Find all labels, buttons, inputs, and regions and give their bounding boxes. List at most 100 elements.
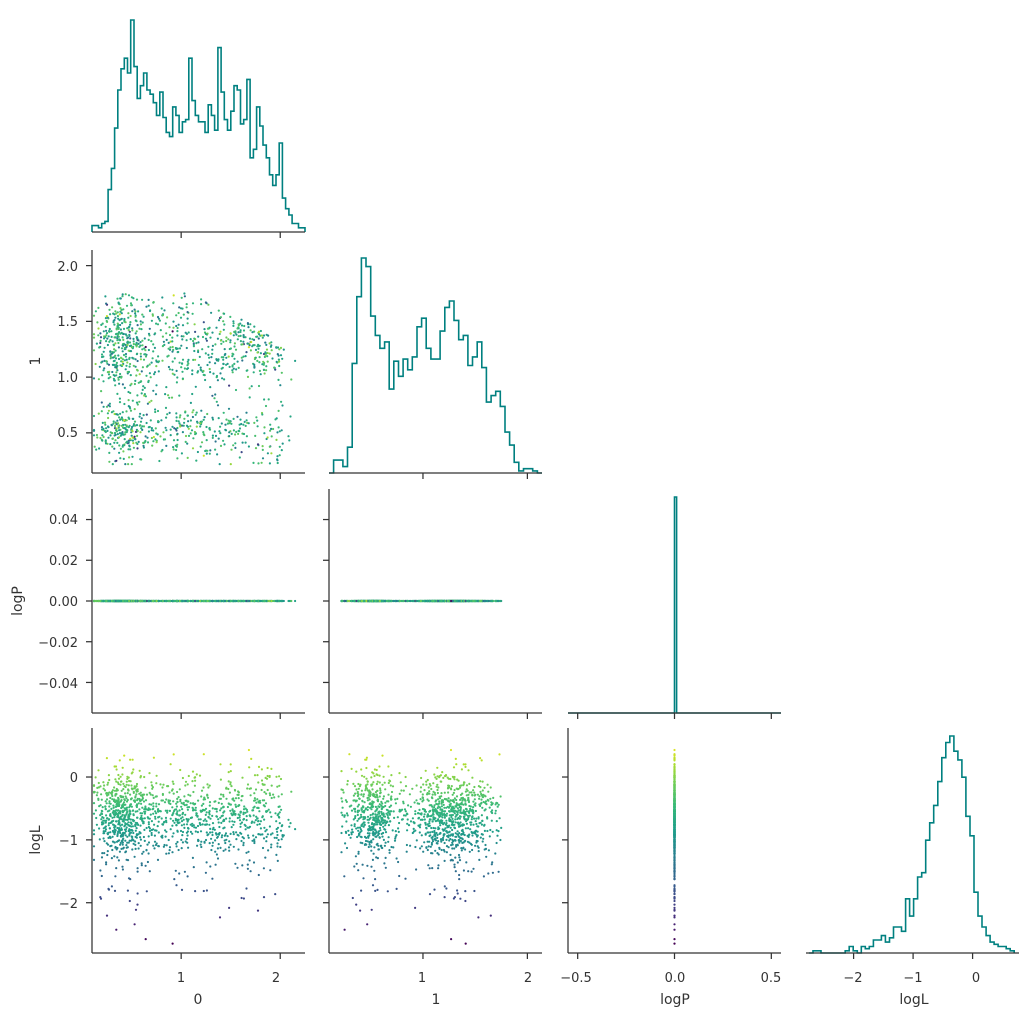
scatter-point	[195, 411, 198, 414]
scatter-point	[263, 426, 266, 429]
scatter-point	[122, 837, 125, 840]
scatter-point	[258, 361, 261, 364]
scatter-point	[120, 433, 123, 436]
scatter-point	[143, 337, 146, 340]
scatter-point	[276, 830, 279, 833]
scatter-point	[140, 458, 143, 461]
scatter-point	[105, 914, 109, 917]
scatter-point	[186, 826, 190, 830]
scatter-point	[214, 393, 217, 396]
scatter-point	[270, 784, 273, 787]
scatter-point	[104, 423, 107, 426]
scatter-point	[220, 356, 223, 359]
scatter-point	[153, 840, 157, 843]
scatter-point	[144, 353, 147, 356]
scatter-point	[256, 599, 259, 603]
scatter-point	[175, 412, 178, 415]
scatter-point	[276, 346, 280, 349]
scatter-point	[127, 349, 130, 352]
scatter-point	[121, 383, 124, 386]
scatter-point	[235, 831, 238, 834]
scatter-point	[270, 843, 273, 846]
scatter-point	[113, 336, 116, 339]
scatter-point	[103, 346, 106, 349]
scatter-point	[242, 817, 246, 821]
scatter-point	[191, 302, 195, 305]
scatter-point	[258, 356, 261, 359]
scatter-point	[144, 349, 147, 352]
scatter-point	[114, 439, 117, 442]
scatter-point	[126, 337, 129, 340]
scatter-point	[168, 368, 171, 371]
scatter-point	[100, 812, 103, 815]
scatter-point	[118, 432, 121, 435]
scatter-point	[262, 599, 265, 603]
scatter-point	[135, 374, 138, 377]
scatter-point	[236, 360, 239, 363]
scatter-point	[276, 431, 279, 434]
scatter-point	[201, 348, 204, 351]
scatter-point	[181, 358, 185, 361]
scatter-point	[145, 374, 148, 377]
scatter-point	[260, 788, 263, 792]
scatter-point	[237, 848, 240, 851]
scatter-point	[160, 450, 163, 453]
scatter-point	[162, 783, 165, 786]
scatter-point	[290, 599, 293, 603]
scatter-point	[223, 323, 226, 326]
scatter-point	[116, 297, 119, 300]
scatter-point	[176, 438, 179, 442]
scatter-point	[276, 785, 279, 788]
scatter-point	[206, 412, 209, 416]
scatter-point	[127, 329, 130, 332]
scatter-point	[113, 348, 116, 351]
scatter-point	[234, 388, 238, 392]
scatter-point	[115, 413, 119, 416]
scatter-point	[264, 354, 267, 357]
scatter-point	[175, 419, 178, 422]
scatter-point	[102, 781, 105, 784]
scatter-point	[207, 786, 210, 789]
scatter-point	[164, 406, 168, 409]
scatter-point	[261, 413, 264, 416]
scatter-point	[228, 384, 231, 387]
scatter-point	[114, 778, 117, 781]
scatter-point	[265, 352, 268, 355]
scatter-point	[176, 829, 179, 832]
scatter-point	[250, 757, 253, 761]
scatter-point	[207, 816, 210, 819]
scatter-point	[226, 835, 229, 838]
scatter-point	[116, 433, 119, 436]
scatter-point	[275, 360, 278, 363]
scatter-point	[134, 438, 137, 441]
scatter-point	[415, 599, 418, 603]
scatter-point	[128, 444, 131, 447]
scatter-point	[134, 843, 137, 847]
scatter-point	[170, 396, 174, 399]
scatter-point	[222, 827, 225, 830]
scatter-point	[213, 397, 216, 400]
scatter-point	[108, 405, 111, 408]
scatter-point	[108, 599, 111, 603]
scatter-point	[127, 370, 131, 373]
scatter-point	[239, 825, 242, 828]
scatter-point	[228, 365, 231, 368]
scatter-point	[112, 819, 115, 823]
scatter-point	[144, 435, 147, 438]
scatter-point	[111, 356, 115, 359]
scatter-point	[150, 340, 153, 343]
scatter-point	[122, 831, 125, 835]
scatter-point	[211, 348, 214, 351]
scatter-point	[278, 784, 281, 787]
scatter-point	[164, 322, 167, 325]
scatter-point	[225, 817, 228, 820]
scatter-point	[112, 351, 115, 354]
scatter-point	[183, 826, 186, 830]
scatter-point	[433, 599, 436, 603]
scatter-point	[172, 294, 175, 297]
scatter-point	[174, 869, 177, 872]
scatter-point	[218, 916, 222, 919]
scatter-point	[172, 326, 175, 329]
scatter-point	[126, 841, 129, 844]
scatter-point	[135, 424, 139, 427]
